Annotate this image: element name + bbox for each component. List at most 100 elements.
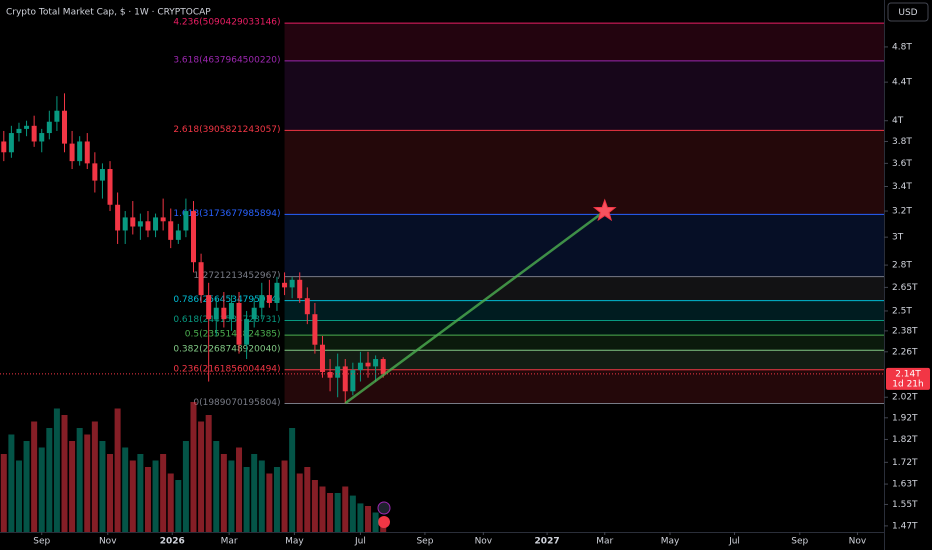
y-tick-label: 2.8T <box>892 261 912 271</box>
volume-bar <box>46 428 53 532</box>
fib-label: 4.236(5090429033146) <box>173 18 280 28</box>
y-tick-label: 4T <box>892 116 904 126</box>
x-tick-label: May <box>661 537 680 547</box>
candle-body <box>335 366 341 378</box>
fib-label: 0.236(2161856004494) <box>173 364 280 374</box>
volume-bar <box>342 486 349 532</box>
y-tick-label: 3.2T <box>892 207 912 217</box>
candle-body <box>168 221 174 240</box>
y-tick-label: 1.92T <box>892 413 918 423</box>
candle-body <box>31 125 37 142</box>
candle-body <box>274 282 280 303</box>
y-tick-label: 4.4T <box>892 78 912 88</box>
trendline <box>344 210 606 405</box>
target-star <box>592 198 617 222</box>
volume-bar <box>266 473 273 532</box>
y-tick-label: 1.82T <box>892 435 918 445</box>
currency[interactable]: USD <box>898 8 917 18</box>
candle-body <box>137 221 143 227</box>
y-tick-label: 2.5T <box>892 306 912 316</box>
volume-bar <box>91 421 98 532</box>
x-tick-label: Sep <box>416 537 433 547</box>
y-tick-label: 2.65T <box>892 283 918 293</box>
x-tick-label: 2027 <box>535 537 560 547</box>
fib-zone <box>284 60 885 131</box>
candle-body <box>39 133 45 142</box>
volume-bar <box>281 460 288 532</box>
y-tick-label: 1.47T <box>892 521 918 531</box>
x-tick-label: Jul <box>728 537 740 547</box>
fib-label: 3.618(4637964500220) <box>173 55 280 65</box>
x-tick-label: Nov <box>99 537 117 547</box>
candle-body <box>206 295 212 320</box>
fib-label: 0.382(2268748920040) <box>173 345 280 355</box>
candle-body <box>160 217 166 222</box>
candle-body <box>297 279 303 299</box>
x-tick-label: Nov <box>849 537 867 547</box>
candle-body <box>244 319 250 345</box>
candle-body <box>16 128 22 134</box>
candle-body <box>8 133 14 153</box>
volume-bar <box>182 441 189 532</box>
candle-body <box>190 211 196 263</box>
chart-title: Crypto Total Market Cap, $ · 1W · CRYPTO… <box>6 8 211 18</box>
countdown: 1d 21h <box>892 379 923 389</box>
volume-bar <box>99 441 106 532</box>
candle-body <box>304 298 310 315</box>
volume-bar <box>137 454 144 532</box>
candle-body <box>251 307 257 320</box>
candle-body <box>99 169 105 181</box>
volume-bar <box>273 467 280 532</box>
x-tick-label: 2026 <box>160 537 185 547</box>
candle-body <box>342 366 348 392</box>
volume-bar <box>220 454 227 532</box>
volume-bar <box>152 460 159 532</box>
volume-bar <box>167 473 174 532</box>
volume-bar <box>236 447 243 532</box>
candle-body <box>130 217 136 227</box>
y-tick-label: 2.02T <box>892 393 918 403</box>
x-tick-label: Mar <box>596 537 613 547</box>
candle-body <box>198 262 204 296</box>
candle-body <box>221 307 227 320</box>
candle-body <box>266 295 272 303</box>
price-tag <box>886 367 930 390</box>
candle-body <box>350 370 356 392</box>
candle-body <box>259 295 265 308</box>
fib-label: 0(1989070195804) <box>193 398 280 408</box>
candle-body <box>289 279 295 288</box>
candle-body <box>228 302 234 320</box>
candle-body <box>153 217 159 231</box>
candle-body <box>380 359 386 374</box>
y-tick-label: 2.26T <box>892 347 918 357</box>
volume-bar <box>228 460 235 532</box>
currency-button[interactable] <box>887 2 929 22</box>
volume-bar <box>84 434 91 532</box>
volume-bar <box>38 447 45 532</box>
volume-bar <box>372 512 379 532</box>
candle-body <box>107 169 113 205</box>
fib-label: 1.618(3173677985894) <box>173 209 280 219</box>
x-tick-label: Mar <box>221 537 238 547</box>
candle-body <box>92 163 98 181</box>
y-tick-label: 2.38T <box>892 326 918 336</box>
x-tick-label: Jul <box>354 537 366 547</box>
candle-body <box>183 211 189 231</box>
candle-body <box>373 359 379 367</box>
x-tick-label: May <box>285 537 304 547</box>
volume-bar <box>311 480 318 532</box>
volume-bar <box>15 460 22 532</box>
candle-body <box>69 143 75 162</box>
fib-zone <box>284 214 885 277</box>
candle-body <box>282 282 288 288</box>
volume-bar <box>69 441 76 532</box>
volume-bar <box>0 454 7 532</box>
candle-body <box>115 204 121 231</box>
volume-bar <box>190 402 197 532</box>
candle-body <box>54 110 60 122</box>
volume-bar <box>114 408 121 532</box>
candle-body <box>365 362 371 367</box>
y-tick-label: 1.72T <box>892 458 918 468</box>
